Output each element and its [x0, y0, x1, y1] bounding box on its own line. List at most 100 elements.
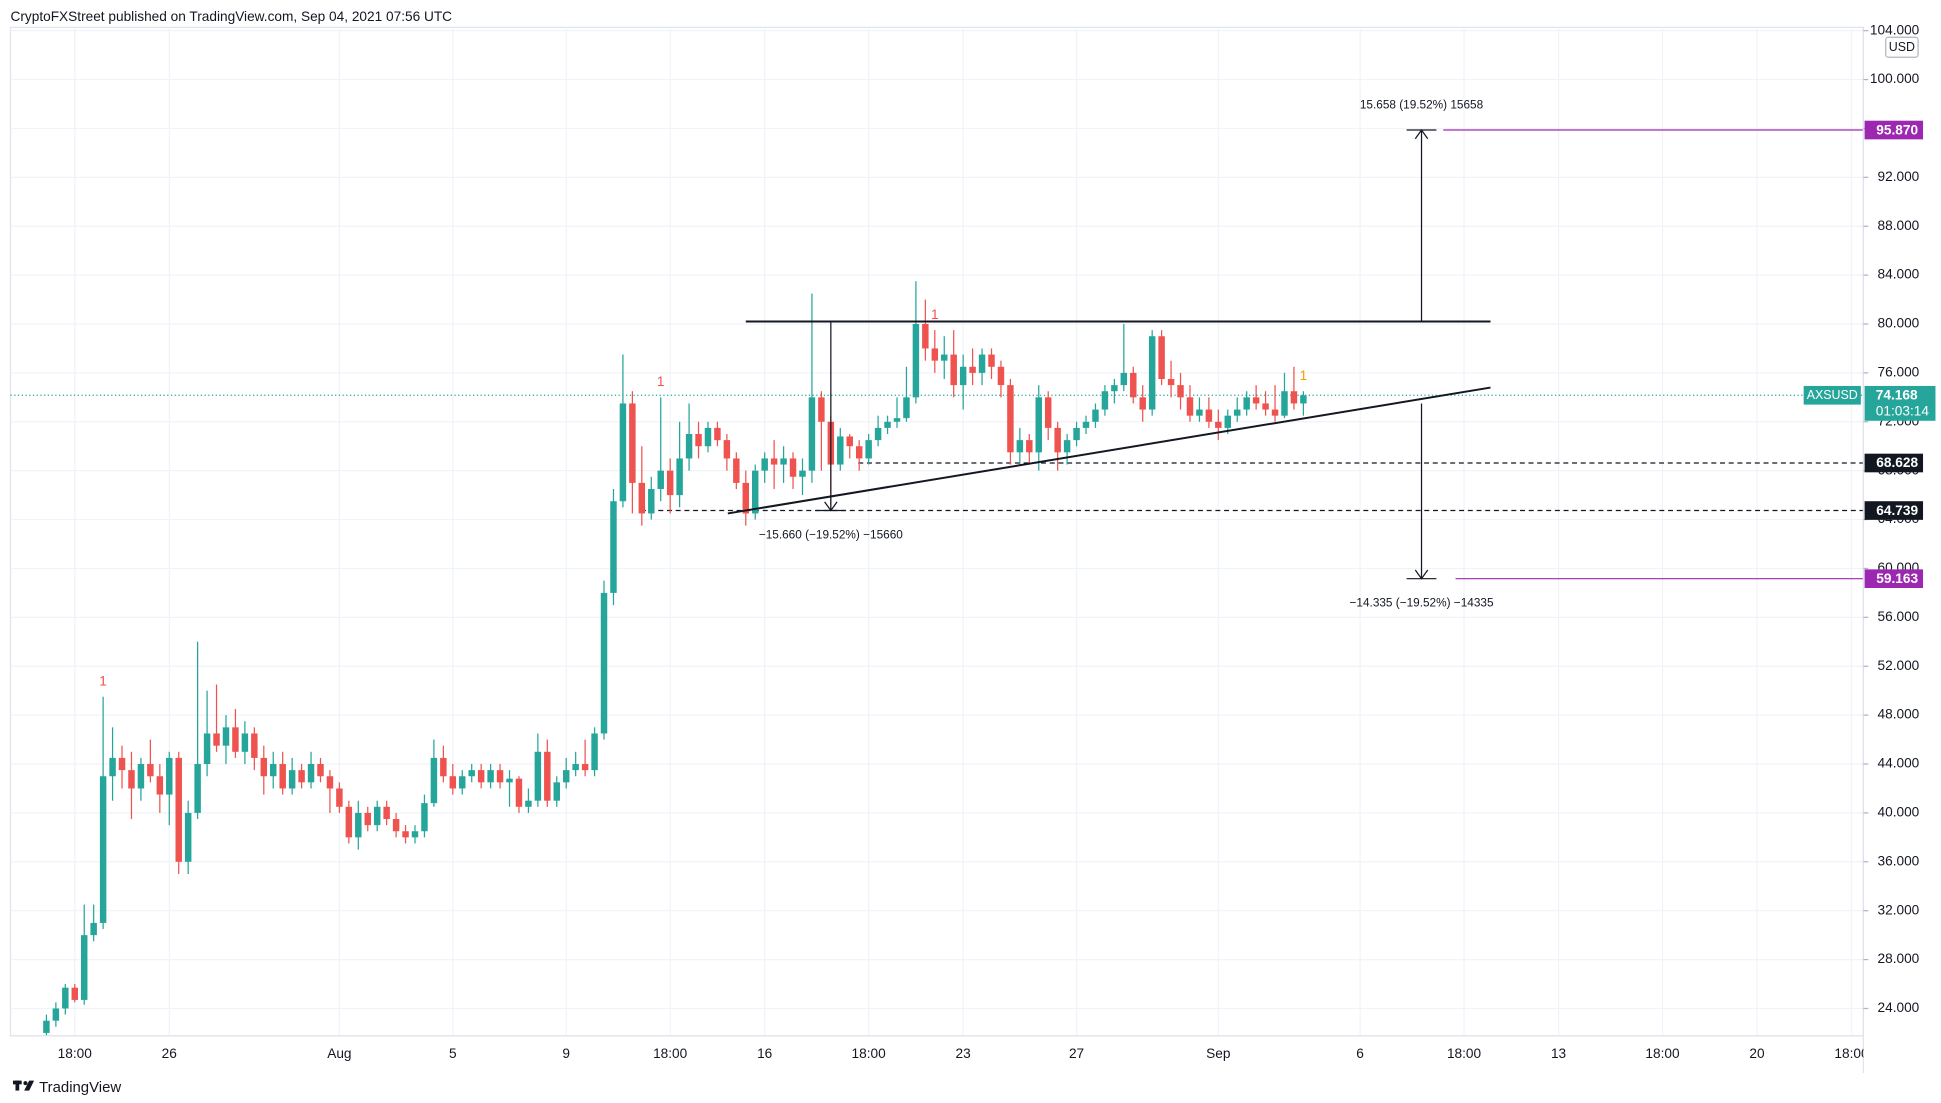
candle-body: [572, 764, 579, 771]
candle-body: [383, 806, 390, 820]
x-tick-label: 16: [757, 1046, 772, 1061]
candle-body: [742, 482, 750, 514]
x-tick-label: 18:00: [1447, 1046, 1482, 1061]
level-tag-label: 59.163: [1876, 571, 1918, 586]
measure-label: 15.658 (19.52%) 15658: [1360, 97, 1484, 111]
countdown-label: 01:03:14: [1876, 404, 1930, 419]
x-tick-label: Aug: [327, 1046, 351, 1061]
candle-body: [865, 440, 872, 459]
x-tick-label: 18:00: [653, 1046, 688, 1061]
level-tag-label: 95.870: [1876, 122, 1918, 137]
candle-body: [184, 812, 192, 862]
candle-body: [629, 403, 636, 483]
candle-body: [317, 764, 324, 777]
candle-body: [1271, 409, 1279, 416]
candle-body: [1082, 421, 1090, 428]
signal-label: 1: [1300, 368, 1308, 383]
candle-body: [515, 778, 523, 807]
candle-body: [525, 800, 532, 807]
candle-body: [1186, 397, 1194, 416]
candle-body: [1026, 440, 1033, 453]
candle-body: [496, 770, 504, 783]
candle-body: [118, 757, 126, 771]
footer: TradingView: [39, 1079, 121, 1096]
candle-body: [1300, 395, 1307, 404]
x-tick-label: 18:00: [852, 1046, 887, 1061]
candle-body: [591, 733, 598, 771]
candle-body: [1196, 409, 1203, 416]
y-tick-label: 24.000: [1878, 1000, 1920, 1015]
candle-body: [733, 458, 740, 483]
candle-body: [1167, 379, 1175, 386]
candle-body: [1130, 372, 1137, 398]
level-tag: [1864, 569, 1924, 589]
candle-body: [1111, 385, 1118, 392]
candle-body: [1290, 391, 1298, 404]
candle-body: [506, 778, 513, 783]
signal-label: 1: [657, 374, 665, 389]
candle-body: [1120, 372, 1128, 386]
candle-body: [345, 806, 353, 838]
level-tag-label: 64.739: [1876, 503, 1918, 518]
candle-body: [676, 458, 683, 496]
candle-body: [1224, 415, 1232, 428]
header: CryptoFXStreet published on TradingView.…: [11, 9, 453, 24]
candle-body: [90, 922, 97, 936]
y-tick-label: 40.000: [1878, 805, 1920, 820]
measure-label: −15.660 (−19.52%) −15660: [759, 528, 903, 542]
candle-body: [175, 757, 182, 862]
currency: USD: [1889, 40, 1915, 54]
candle-body: [1044, 397, 1052, 428]
candle-body: [99, 776, 107, 923]
candle-body: [789, 458, 797, 477]
x-tick-label: 27: [1069, 1046, 1084, 1061]
candle-body: [723, 440, 731, 459]
candle-body: [855, 446, 863, 459]
signal-label: 1: [99, 673, 107, 688]
candle-body: [903, 397, 910, 419]
candle-body: [279, 764, 286, 789]
candle-body: [1092, 409, 1099, 422]
candle-body: [468, 770, 475, 777]
x-tick-label: 18:00: [58, 1046, 93, 1061]
candle-body: [43, 1020, 50, 1033]
symbol-tag: [1803, 385, 1861, 405]
price-axis-panel: [1863, 0, 1941, 1103]
candle-body: [52, 1008, 60, 1021]
y-tick-label: 84.000: [1878, 267, 1920, 282]
candle-body: [950, 354, 957, 386]
candle-body: [922, 324, 929, 349]
candle-body: [562, 770, 570, 783]
candle-body: [695, 434, 702, 447]
candle-body: [440, 757, 447, 777]
candle-body: [969, 366, 976, 373]
candle-body: [288, 770, 296, 789]
candle-body: [893, 418, 901, 422]
candle-body: [704, 427, 712, 447]
x-tick-label: 9: [562, 1046, 570, 1061]
candle-body: [402, 831, 409, 838]
candle-body: [1035, 397, 1042, 453]
candle-body: [1007, 385, 1014, 453]
x-tick-label: Sep: [1206, 1046, 1231, 1061]
candle-body: [373, 806, 381, 826]
candle-body: [222, 727, 230, 746]
candle-body: [931, 348, 939, 361]
y-tick-label: 100.000: [1870, 71, 1920, 86]
candle-body: [912, 324, 920, 398]
candle-body: [1054, 427, 1061, 453]
y-tick-label: 80.000: [1878, 316, 1920, 331]
candle-body: [544, 751, 551, 801]
candle-body: [808, 397, 816, 471]
candle-body: [846, 436, 853, 447]
candle-body: [270, 764, 277, 777]
candle-body: [714, 427, 721, 441]
measure-label: −14.335 (−19.52%) −14335: [1350, 596, 1494, 610]
symbol-tag-label: AXSUSD: [1807, 388, 1858, 402]
candle-body: [1243, 397, 1250, 410]
candle-body: [600, 592, 608, 734]
candle-body: [128, 770, 135, 789]
y-tick-label: 56.000: [1878, 609, 1920, 624]
candle-body: [241, 733, 249, 752]
